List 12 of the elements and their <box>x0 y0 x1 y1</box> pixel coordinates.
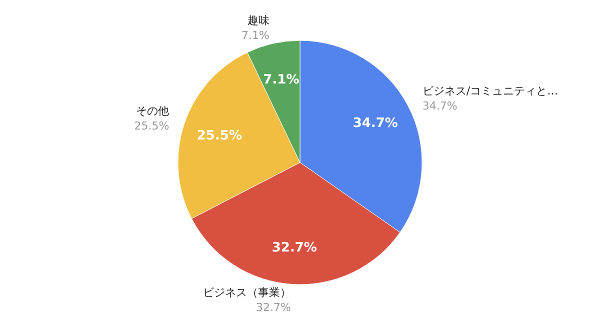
text: 32.7% <box>256 301 291 314</box>
slice-label: ビジネス/コミュニティと… <box>422 84 558 98</box>
text: 7.1% <box>242 28 270 42</box>
text: 34.7% <box>422 100 458 113</box>
data-label: 7.1% <box>263 72 300 88</box>
slice-label: その他 <box>136 104 170 118</box>
text: 25.5% <box>134 120 170 133</box>
slice-label: 趣味 <box>247 14 270 27</box>
data-label: 32.7% <box>272 240 317 256</box>
data-label: 34.7% <box>352 116 398 132</box>
slice-label: ビジネス（事業） <box>202 286 291 300</box>
data-label: 25.5% <box>196 128 242 144</box>
